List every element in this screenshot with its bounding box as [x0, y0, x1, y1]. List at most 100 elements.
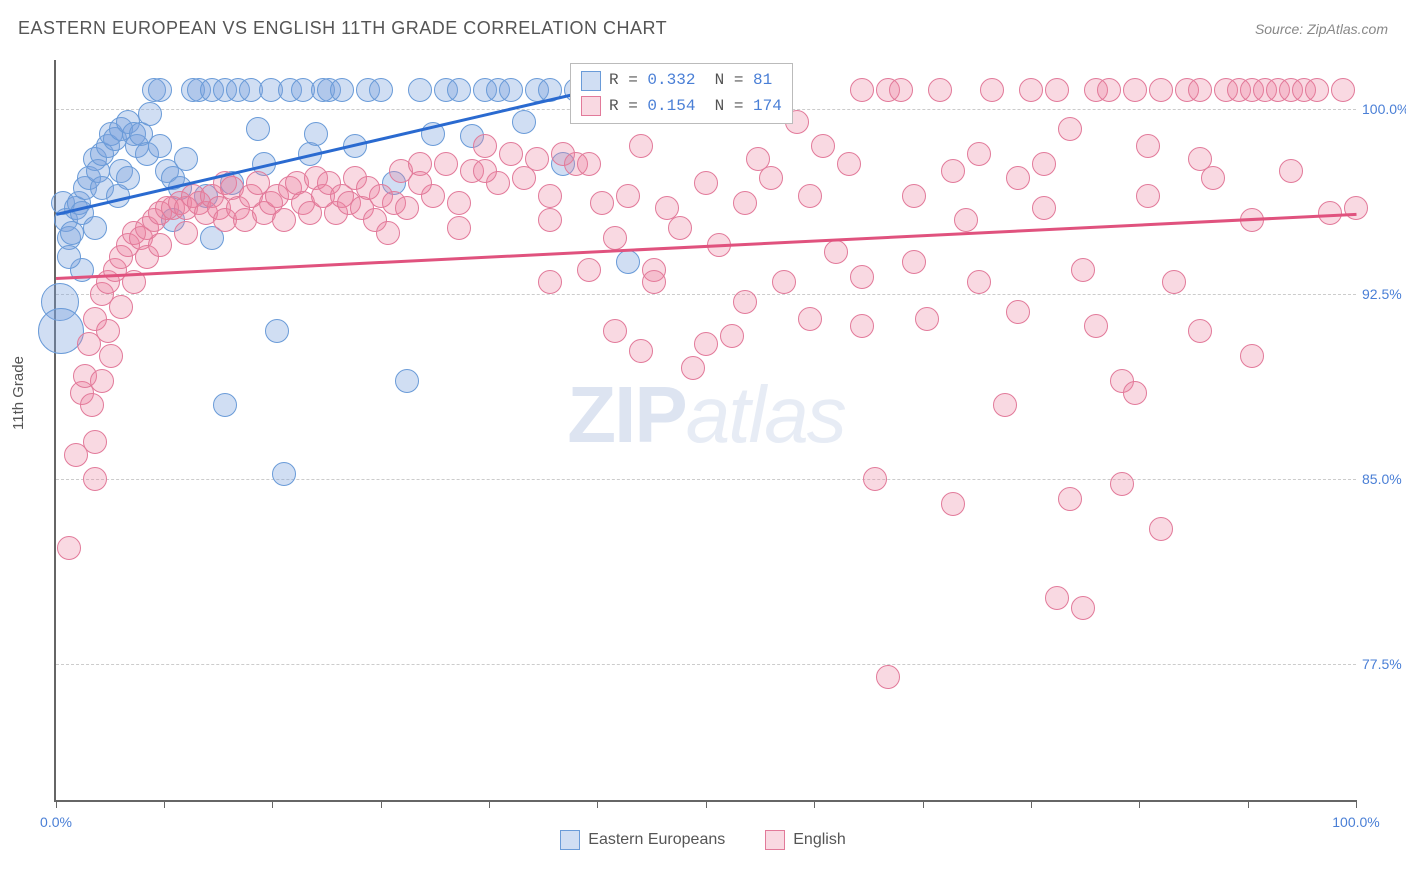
- x-tick: [1031, 800, 1032, 808]
- data-point: [1006, 166, 1030, 190]
- data-point: [902, 250, 926, 274]
- data-point: [577, 152, 601, 176]
- data-point: [1188, 147, 1212, 171]
- data-point: [733, 290, 757, 314]
- data-point: [824, 240, 848, 264]
- data-point: [577, 258, 601, 282]
- y-tick-label: 85.0%: [1362, 471, 1406, 487]
- x-tick: [381, 800, 382, 808]
- data-point: [1110, 472, 1134, 496]
- data-point: [863, 467, 887, 491]
- x-tick: [814, 800, 815, 808]
- data-point: [629, 134, 653, 158]
- y-axis-label: 11th Grade: [10, 356, 27, 430]
- plot-area: ZIPatlas 77.5%85.0%92.5%100.0%0.0%100.0%: [54, 60, 1356, 802]
- data-point: [616, 250, 640, 274]
- data-point: [993, 393, 1017, 417]
- data-point: [525, 147, 549, 171]
- data-point: [759, 166, 783, 190]
- data-point: [772, 270, 796, 294]
- data-point: [395, 196, 419, 220]
- data-point: [967, 270, 991, 294]
- data-point: [395, 369, 419, 393]
- data-point: [1201, 166, 1225, 190]
- data-point: [1188, 78, 1212, 102]
- data-point: [642, 270, 666, 294]
- data-point: [980, 78, 1004, 102]
- data-point: [603, 319, 627, 343]
- data-point: [499, 142, 523, 166]
- x-tick: [1356, 800, 1357, 808]
- data-point: [1097, 78, 1121, 102]
- data-point: [720, 324, 744, 348]
- data-point: [96, 319, 120, 343]
- data-point: [1045, 78, 1069, 102]
- data-point: [1019, 78, 1043, 102]
- data-point: [1188, 319, 1212, 343]
- data-point: [811, 134, 835, 158]
- data-point: [850, 265, 874, 289]
- data-point: [590, 191, 614, 215]
- watermark: ZIPatlas: [567, 369, 844, 461]
- data-point: [1305, 78, 1329, 102]
- data-point: [902, 184, 926, 208]
- data-point: [941, 492, 965, 516]
- data-point: [148, 78, 172, 102]
- data-point: [376, 221, 400, 245]
- data-point: [265, 319, 289, 343]
- series-legend: Eastern EuropeansEnglish: [0, 830, 1406, 850]
- data-point: [246, 117, 270, 141]
- data-point: [915, 307, 939, 331]
- data-point: [1032, 196, 1056, 220]
- x-tick: [706, 800, 707, 808]
- data-point: [733, 191, 757, 215]
- data-point: [512, 110, 536, 134]
- data-point: [1162, 270, 1186, 294]
- data-point: [850, 78, 874, 102]
- data-point: [1045, 586, 1069, 610]
- data-point: [148, 233, 172, 257]
- data-point: [1123, 381, 1147, 405]
- data-point: [1006, 300, 1030, 324]
- x-tick: [489, 800, 490, 808]
- legend-row: R = 0.154 N = 174: [581, 94, 782, 120]
- data-point: [967, 142, 991, 166]
- data-point: [837, 152, 861, 176]
- data-point: [447, 216, 471, 240]
- data-point: [1136, 184, 1160, 208]
- data-point: [538, 208, 562, 232]
- x-tick: [56, 800, 57, 808]
- data-point: [109, 295, 133, 319]
- data-point: [174, 147, 198, 171]
- data-point: [694, 171, 718, 195]
- gridline: [56, 664, 1356, 665]
- x-tick: [597, 800, 598, 808]
- data-point: [272, 208, 296, 232]
- data-point: [408, 171, 432, 195]
- y-tick-label: 77.5%: [1362, 656, 1406, 672]
- x-tick: [1139, 800, 1140, 808]
- data-point: [629, 339, 653, 363]
- x-tick: [923, 800, 924, 808]
- legend-swatch: [581, 71, 601, 91]
- correlation-legend: R = 0.332 N = 81R = 0.154 N = 174: [570, 63, 793, 124]
- data-point: [1240, 344, 1264, 368]
- legend-swatch: [560, 830, 580, 850]
- data-point: [83, 216, 107, 240]
- data-point: [408, 78, 432, 102]
- legend-label: English: [793, 831, 845, 849]
- x-tick-label: 0.0%: [40, 814, 72, 830]
- legend-row: R = 0.332 N = 81: [581, 68, 782, 94]
- data-point: [80, 393, 104, 417]
- data-point: [850, 314, 874, 338]
- x-tick: [164, 800, 165, 808]
- data-point: [681, 356, 705, 380]
- data-point: [447, 78, 471, 102]
- chart-header: EASTERN EUROPEAN VS ENGLISH 11TH GRADE C…: [18, 18, 1388, 39]
- data-point: [928, 78, 952, 102]
- gridline: [56, 294, 1356, 295]
- data-point: [83, 430, 107, 454]
- gridline: [56, 479, 1356, 480]
- data-point: [174, 221, 198, 245]
- data-point: [57, 536, 81, 560]
